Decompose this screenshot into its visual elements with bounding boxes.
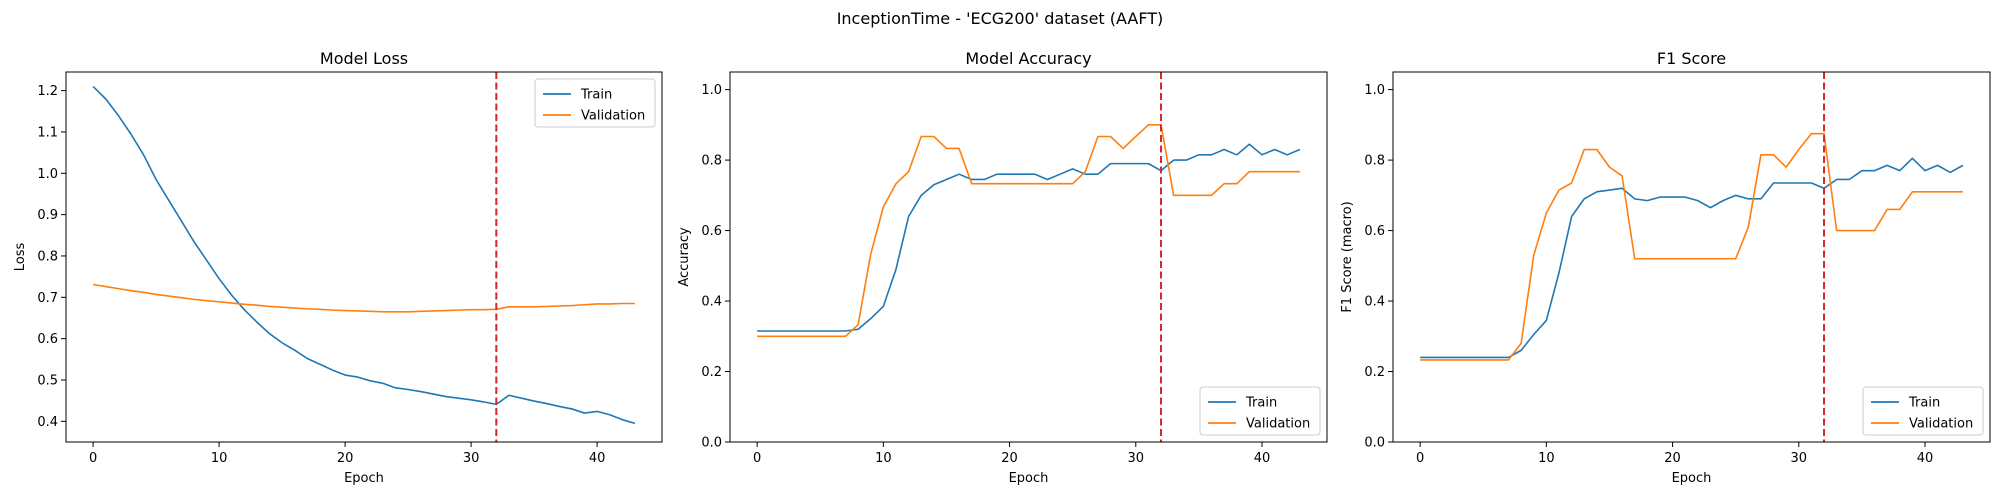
x-tick-label: 10: [875, 451, 892, 466]
chart-title: Model Loss: [320, 49, 408, 68]
x-tick-label: 20: [1664, 451, 1681, 466]
x-axis-label: Epoch: [1672, 471, 1712, 486]
y-tick-label: 1.1: [37, 125, 58, 140]
legend-label-train: Train: [580, 88, 612, 103]
y-axis-label: Accuracy: [677, 227, 692, 287]
series-line-validation: [757, 124, 1300, 338]
chart-title: F1 Score: [1657, 49, 1726, 68]
x-tick-label: 40: [1917, 451, 1934, 466]
series-line-train: [1420, 157, 1964, 359]
chart-panel-2: Model Accuracy 0 10 20 30 40 0.0 0.2 0.4 0.6 0.8 1.…: [677, 49, 1328, 486]
y-tick-label: 0.9: [37, 208, 58, 223]
legend: Train Validation: [534, 78, 656, 128]
y-tick-label: 0.2: [701, 365, 722, 380]
series-line-train: [757, 143, 1301, 332]
y-tick-label: 1.0: [701, 83, 722, 98]
y-axis-label: Loss: [13, 243, 28, 272]
x-tick-label: 10: [1538, 451, 1555, 466]
x-tick-label: 20: [1001, 451, 1018, 466]
x-tick-label: 0: [753, 451, 761, 466]
y-tick-label: 0.0: [701, 436, 722, 451]
y-tick-label: 0.6: [37, 332, 58, 347]
y-tick-label: 1.2: [37, 84, 58, 99]
legend: Train Validation: [1199, 386, 1321, 436]
y-tick-label: 0.6: [701, 224, 722, 239]
x-tick-label: 30: [1791, 451, 1808, 466]
y-tick-label: 0.7: [37, 291, 58, 306]
y-tick-label: 0.2: [1364, 365, 1385, 380]
series-line-validation: [92, 283, 635, 313]
x-tick-label: 0: [1416, 451, 1424, 466]
legend-label-train: Train: [1908, 396, 1940, 411]
x-tick-label: 0: [89, 451, 97, 466]
y-tick-label: 0.0: [1364, 436, 1385, 451]
legend: Train Validation: [1862, 386, 1984, 436]
x-tick-label: 30: [1128, 451, 1145, 466]
legend-label-validation: Validation: [1909, 417, 1973, 432]
chart-title: Model Accuracy: [965, 49, 1091, 68]
x-tick-label: 40: [589, 451, 606, 466]
y-tick-label: 0.4: [701, 295, 722, 310]
x-tick-label: 10: [211, 451, 228, 466]
x-tick-label: 30: [463, 451, 480, 466]
legend-label-validation: Validation: [581, 109, 645, 124]
y-tick-label: 1.0: [1364, 83, 1385, 98]
chart-panel-3: F1 Score 0 10 20 30 40 0.0 0.2 0.4 0.6 0.8 1.0 Epoch…: [1340, 49, 1991, 486]
x-tick-label: 20: [337, 451, 354, 466]
x-tick-label: 40: [1254, 451, 1271, 466]
y-tick-label: 0.8: [37, 249, 58, 264]
y-tick-label: 1.0: [37, 167, 58, 182]
y-tick-label: 0.5: [37, 373, 58, 388]
axes-frame: [65, 71, 663, 443]
y-tick-label: 0.6: [1364, 224, 1385, 239]
y-tick-label: 0.8: [701, 154, 722, 169]
axes-frame: [1392, 71, 1991, 443]
chart-panel-1: Model Loss 0 10 20 30 40 0.4 0.5 0.6 0.7 0.8 0.9 1.0…: [13, 49, 663, 486]
y-tick-label: 0.8: [1364, 154, 1385, 169]
legend-label-validation: Validation: [1246, 417, 1310, 432]
x-axis-label: Epoch: [344, 471, 384, 486]
figure-title: InceptionTime - 'ECG200' dataset (AAFT): [837, 9, 1164, 28]
x-axis-label: Epoch: [1009, 471, 1049, 486]
axes-frame: [729, 71, 1328, 443]
series-line-train: [92, 85, 636, 425]
y-tick-label: 0.4: [37, 415, 58, 430]
y-tick-label: 0.4: [1364, 295, 1385, 310]
legend-label-train: Train: [1245, 396, 1277, 411]
y-axis-label: F1 Score (macro): [1340, 201, 1355, 312]
series-line-validation: [1420, 132, 1963, 361]
